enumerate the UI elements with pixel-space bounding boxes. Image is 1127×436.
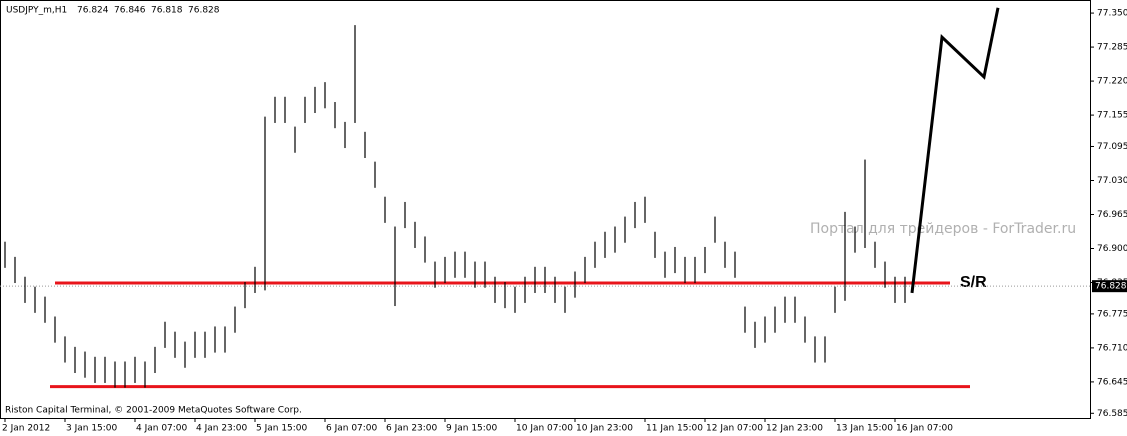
last-price-box [1092,280,1127,293]
x-tick-label: 11 Jan 15:00 [646,424,703,434]
level-label: S/R [960,274,987,291]
symbol-title: USDJPY_m,H1 [6,6,67,16]
x-tick-label: 4 Jan 07:00 [136,424,188,434]
x-tick-label: 5 Jan 15:00 [256,424,308,434]
y-tick-label: 76.585 [1097,409,1127,419]
x-tick-label: 6 Jan 07:00 [326,424,378,434]
projection-line [910,7,1000,294]
x-tick-label: 12 Jan 23:00 [766,424,823,434]
y-tick-label: 76.775 [1097,309,1127,319]
plot-frame [0,0,1091,419]
x-tick-label: 3 Jan 15:00 [66,424,118,434]
x-tick-label: 6 Jan 23:00 [386,424,438,434]
y-tick-label: 76.965 [1097,210,1127,220]
header-price: 76.846 [114,6,146,16]
footer: Riston Capital Terminal, © 2001-2009 Met… [5,406,302,416]
x-tick-label: 16 Jan 07:00 [896,424,953,434]
x-tick-label: 9 Jan 15:00 [446,424,498,434]
y-tick-label: 77.285 [1097,43,1127,53]
header-price: 76.824 [77,6,109,16]
y-tick-label: 77.095 [1097,142,1127,152]
x-tick-label: 12 Jan 07:00 [706,424,763,434]
x-tick-label: 2 Jan 2012 [2,424,50,434]
x-tick-label: 10 Jan 07:00 [516,424,573,434]
x-tick-label: 10 Jan 23:00 [576,424,633,434]
x-tick-label: 13 Jan 15:00 [836,424,893,434]
header-price: 76.828 [188,6,220,16]
y-tick-label: 77.030 [1097,176,1127,186]
y-tick-label: 76.710 [1097,343,1127,353]
y-tick-label: 77.350 [1097,9,1127,19]
y-tick-label: 77.155 [1097,111,1127,121]
x-tick-label: 4 Jan 23:00 [196,424,248,434]
y-tick-label: 77.220 [1097,77,1127,87]
y-tick-label: 76.645 [1097,377,1127,387]
last-price-label: 76.828 [1095,282,1127,292]
y-tick-label: 76.900 [1097,244,1127,254]
watermark: Портал для трейдеров - ForTrader.ru [810,221,1076,237]
header-price: 76.818 [151,6,183,16]
